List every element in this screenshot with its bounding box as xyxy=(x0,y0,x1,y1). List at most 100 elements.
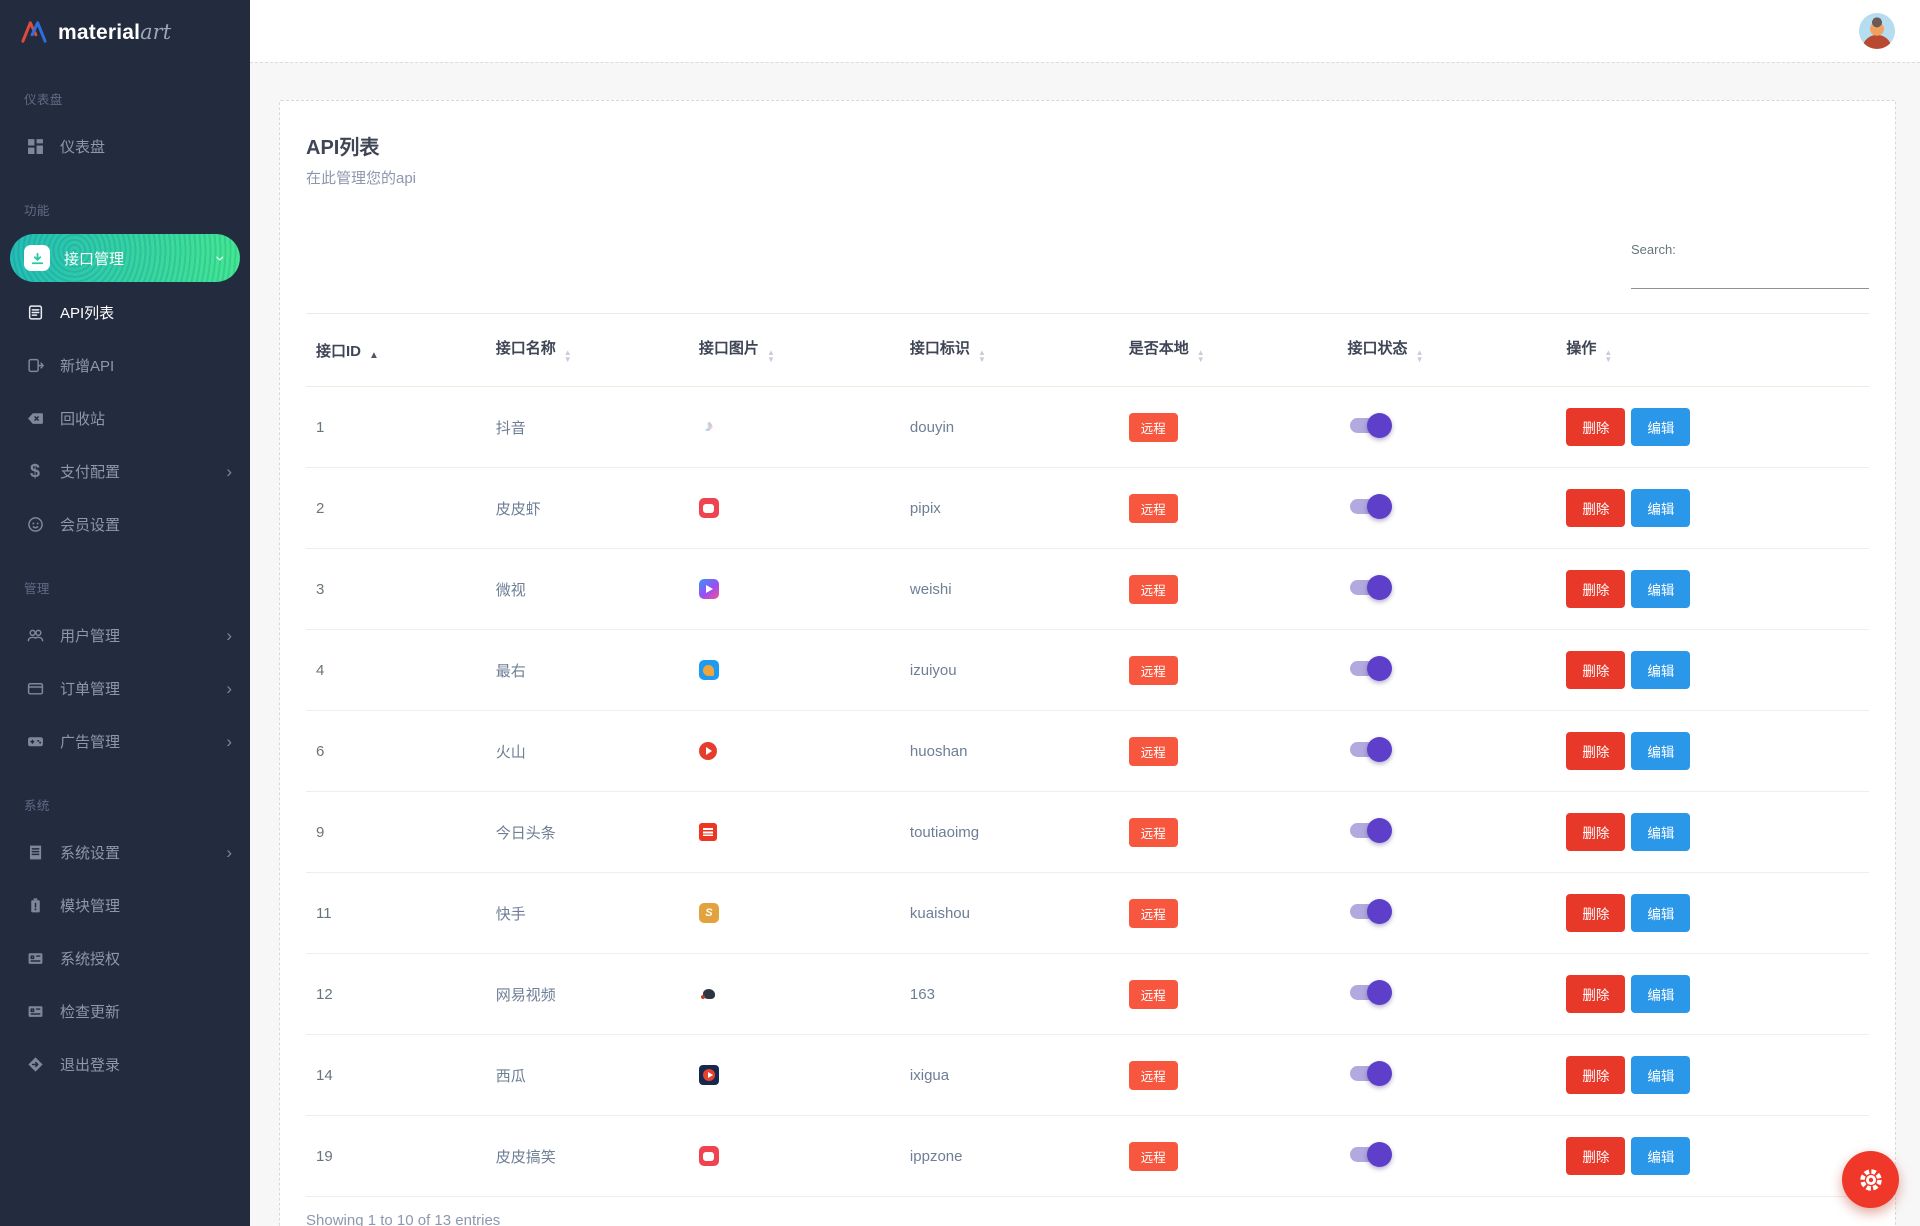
pipix-app-icon xyxy=(698,498,719,518)
theme-settings-fab[interactable] xyxy=(1842,1151,1899,1208)
delete-button[interactable]: 删除 xyxy=(1566,1056,1626,1094)
delete-button[interactable]: 删除 xyxy=(1566,651,1626,689)
column-header-label: 操作 xyxy=(1566,340,1597,357)
sidebar-item-auth[interactable]: 系统授权 xyxy=(0,934,250,982)
cell-api-slug: izuiyou xyxy=(899,629,1119,711)
edit-button[interactable]: 编辑 xyxy=(1631,570,1691,608)
cell-is-local: 远程 xyxy=(1118,710,1338,792)
sidebar-item-label: 系统设置 xyxy=(60,844,121,862)
status-toggle[interactable] xyxy=(1349,412,1392,438)
status-toggle[interactable] xyxy=(1349,817,1392,843)
cell-api-name: 快手 xyxy=(485,872,689,954)
dashboard-icon xyxy=(24,135,46,157)
search-row: Search: xyxy=(306,242,1869,289)
sidebar-item-add[interactable]: 新增API xyxy=(0,341,250,389)
status-toggle[interactable] xyxy=(1349,1060,1392,1086)
status-toggle[interactable] xyxy=(1349,1141,1392,1167)
sidebar-item-trash[interactable]: 回收站 xyxy=(0,394,250,442)
delete-button[interactable]: 删除 xyxy=(1566,975,1626,1013)
delete-button[interactable]: 删除 xyxy=(1566,489,1626,527)
column-header-3[interactable]: 接口图片 ▲ ▼ xyxy=(688,313,900,387)
sidebar-item-label: 支付配置 xyxy=(60,463,121,481)
edit-button[interactable]: 编辑 xyxy=(1631,813,1691,851)
edit-button[interactable]: 编辑 xyxy=(1631,489,1691,527)
column-header-4[interactable]: 接口标识 ▲ ▼ xyxy=(899,313,1119,387)
gear-icon xyxy=(1858,1167,1884,1193)
status-toggle[interactable] xyxy=(1349,655,1392,681)
status-toggle[interactable] xyxy=(1349,574,1392,600)
cell-api-status xyxy=(1337,710,1557,792)
cell-api-slug: 163 xyxy=(899,953,1119,1035)
users-icon xyxy=(24,624,46,646)
user-avatar[interactable] xyxy=(1859,13,1895,49)
status-toggle[interactable] xyxy=(1349,493,1392,519)
brand-name: material xyxy=(58,20,141,44)
sidebar-item-dashboard[interactable]: 仪表盘 xyxy=(0,122,250,170)
column-header-2[interactable]: 接口名称 ▲ ▼ xyxy=(485,313,689,387)
delete-button[interactable]: 删除 xyxy=(1566,408,1626,446)
sidebar-item-update[interactable]: 检查更新 xyxy=(0,987,250,1035)
sidebar-item-list[interactable]: API列表 xyxy=(0,288,250,336)
edit-button[interactable]: 编辑 xyxy=(1631,1137,1691,1175)
cell-api-name: 网易视频 xyxy=(485,953,689,1035)
status-toggle[interactable] xyxy=(1349,898,1392,924)
izuiyou-app-icon xyxy=(698,660,719,680)
toggle-knob xyxy=(1366,736,1392,762)
cell-api-slug: douyin xyxy=(899,386,1119,468)
cell-api-image xyxy=(688,386,900,468)
sidebar-item-settings[interactable]: 系统设置 › xyxy=(0,828,250,876)
sidebar-item-dollar[interactable]: $ 支付配置 › xyxy=(0,447,250,495)
cell-api-id: 1 xyxy=(306,386,486,468)
delete-button[interactable]: 删除 xyxy=(1566,570,1626,608)
sidebar-item-label: 模块管理 xyxy=(60,897,121,915)
edit-button[interactable]: 编辑 xyxy=(1631,732,1691,770)
delete-button[interactable]: 删除 xyxy=(1566,894,1626,932)
wangyi-app-icon xyxy=(699,984,719,1004)
column-header-5[interactable]: 是否本地 ▲ ▼ xyxy=(1118,313,1338,387)
header-row: 接口ID ▲ 接口名称 ▲ ▼ 接口图片 ▲ ▼ 接口标识 ▲ ▼ 是否本地 ▲ ▼ 接口状态 ▲ ▼ 操作 ▲ ▼ xyxy=(306,313,1869,387)
cell-is-local: 远程 xyxy=(1118,872,1338,954)
edit-button[interactable]: 编辑 xyxy=(1631,408,1691,446)
status-toggle[interactable] xyxy=(1349,736,1392,762)
edit-button[interactable]: 编辑 xyxy=(1631,894,1691,932)
sidebar-item-label: 回收站 xyxy=(60,410,106,428)
search-input[interactable] xyxy=(1631,261,1869,289)
delete-button[interactable]: 删除 xyxy=(1566,813,1626,851)
sidebar-item-users[interactable]: 用户管理 › xyxy=(0,611,250,659)
column-header-1[interactable]: 接口ID ▲ xyxy=(306,313,486,387)
delete-button[interactable]: 删除 xyxy=(1566,732,1626,770)
table-row: 6 火山 huoshan 远程 删除 编辑 xyxy=(306,710,1869,792)
column-header-6[interactable]: 接口状态 ▲ ▼ xyxy=(1337,313,1557,387)
brand-logo[interactable]: materialart xyxy=(0,0,250,64)
api-list-card: API列表 在此管理您的api Search: 接口ID ▲ 接口名称 ▲ ▼ 接口图片 ▲… xyxy=(279,100,1896,1226)
sidebar-item-face[interactable]: 会员设置 xyxy=(0,500,250,548)
edit-button[interactable]: 编辑 xyxy=(1631,651,1691,689)
delete-button[interactable]: 删除 xyxy=(1566,1137,1626,1175)
douyin-app-icon xyxy=(699,417,719,437)
face-icon xyxy=(24,513,46,535)
sidebar-item-module[interactable]: 模块管理 xyxy=(0,881,250,929)
sidebar-item-api[interactable]: 接口管理 › xyxy=(10,234,240,282)
cell-api-image xyxy=(688,872,900,954)
toggle-knob xyxy=(1366,493,1392,519)
edit-button[interactable]: 编辑 xyxy=(1631,1056,1691,1094)
sidebar-item-label: API列表 xyxy=(60,304,115,322)
cell-api-id: 6 xyxy=(306,710,486,792)
toggle-knob xyxy=(1366,898,1392,924)
chevron-right-icon: › xyxy=(226,731,232,751)
ippzone-app-icon xyxy=(698,1146,719,1166)
column-header-7[interactable]: 操作 ▲ ▼ xyxy=(1556,313,1869,387)
cell-api-image xyxy=(688,467,900,549)
sidebar-item-label: 检查更新 xyxy=(60,1003,121,1021)
table-row: 4 最右 izuiyou 远程 删除 编辑 xyxy=(306,629,1869,711)
module-icon xyxy=(24,894,46,916)
cell-api-slug: ippzone xyxy=(899,1115,1119,1197)
sidebar-item-logout[interactable]: 退出登录 xyxy=(0,1040,250,1088)
edit-button[interactable]: 编辑 xyxy=(1631,975,1691,1013)
sidebar-item-ads[interactable]: 广告管理 › xyxy=(0,717,250,765)
remote-badge: 远程 xyxy=(1128,898,1178,928)
sidebar-item-orders[interactable]: 订单管理 › xyxy=(0,664,250,712)
sort-both-icon: ▲ ▼ xyxy=(766,348,775,364)
status-toggle[interactable] xyxy=(1349,979,1392,1005)
cell-api-status xyxy=(1337,467,1557,549)
